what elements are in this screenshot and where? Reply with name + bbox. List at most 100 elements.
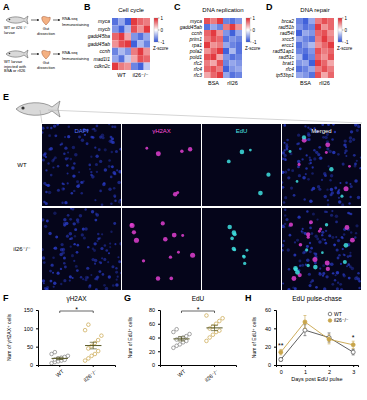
speckle xyxy=(53,286,55,288)
figure: AWT or il26⁻/⁻larvaeGutdissectionRNA-seq… xyxy=(0,0,367,400)
point xyxy=(221,316,225,320)
cell xyxy=(210,24,216,30)
micrograph xyxy=(282,208,361,290)
cell xyxy=(321,60,327,66)
speckle xyxy=(110,176,113,179)
speckle xyxy=(48,134,51,137)
speckle xyxy=(67,135,70,138)
row-label: cdkn2c xyxy=(94,63,110,69)
speckle xyxy=(337,153,340,156)
schematic-text: Gutdissection xyxy=(37,26,55,36)
row-label: mycb xyxy=(98,26,110,32)
cell xyxy=(321,18,327,24)
speckle xyxy=(338,200,341,203)
speckle xyxy=(357,272,360,275)
tick-label: 20 xyxy=(149,349,155,355)
speckle xyxy=(283,124,286,127)
speckle xyxy=(349,140,352,143)
cell xyxy=(315,48,321,54)
speckle xyxy=(313,149,315,151)
tick: 60 xyxy=(149,321,160,327)
speckle xyxy=(340,263,342,265)
speckle xyxy=(327,203,330,206)
speckle xyxy=(318,188,321,191)
speckle xyxy=(331,236,334,239)
cell xyxy=(296,30,302,36)
speckle xyxy=(52,256,55,259)
speckle xyxy=(54,134,57,137)
speckle xyxy=(348,202,350,204)
speckle xyxy=(108,159,111,162)
cell xyxy=(302,72,308,78)
error-bar xyxy=(303,316,306,329)
speckle xyxy=(315,151,318,154)
speckle xyxy=(119,242,121,245)
panel-label: F xyxy=(3,293,9,303)
speckle xyxy=(113,194,116,197)
speckle xyxy=(99,160,102,163)
speckle xyxy=(336,271,340,275)
cell xyxy=(328,24,334,30)
mean-line xyxy=(52,358,68,359)
speckle xyxy=(334,274,336,276)
cell xyxy=(315,42,321,48)
speckle xyxy=(314,253,317,256)
speckle xyxy=(110,139,112,141)
plot-area xyxy=(172,314,225,350)
speckle xyxy=(312,166,314,168)
cell xyxy=(328,66,334,72)
speckle xyxy=(108,124,110,125)
speckle xyxy=(330,262,334,266)
legend-marker xyxy=(328,319,332,323)
tick-label: 80 xyxy=(149,307,155,313)
speckle xyxy=(328,165,330,167)
speckle xyxy=(70,246,72,248)
error-bar xyxy=(279,349,282,355)
fish-icon xyxy=(6,16,28,24)
point xyxy=(303,328,307,332)
speckle xyxy=(109,246,111,248)
speckle xyxy=(358,287,360,289)
significance-label: * xyxy=(352,334,355,341)
error-bar xyxy=(56,357,63,359)
cell xyxy=(204,66,210,72)
cell xyxy=(210,42,216,48)
tick-mark xyxy=(158,324,160,325)
cell xyxy=(302,60,308,66)
speckle xyxy=(282,171,284,174)
cell xyxy=(309,30,315,36)
speckle xyxy=(94,146,96,148)
speckle xyxy=(321,234,323,236)
speckle xyxy=(61,243,64,246)
tick-mark xyxy=(158,351,160,352)
speckle xyxy=(306,264,309,267)
speckle xyxy=(67,151,69,153)
point xyxy=(93,352,97,356)
speckle xyxy=(50,280,53,283)
speckle xyxy=(44,225,47,228)
speckle xyxy=(284,223,286,225)
speckle xyxy=(73,243,75,245)
cell xyxy=(144,48,150,55)
speckle xyxy=(103,284,106,287)
speckle xyxy=(119,148,121,151)
speckle xyxy=(46,286,49,289)
speckle xyxy=(42,159,45,162)
cell xyxy=(236,60,242,66)
speckle xyxy=(76,218,80,222)
point xyxy=(279,350,283,354)
speckle xyxy=(113,187,116,190)
chart-title: γH2AX xyxy=(66,295,87,303)
speckle xyxy=(299,147,302,150)
speckle xyxy=(45,156,47,158)
speckle xyxy=(67,157,69,159)
speckle xyxy=(325,151,328,154)
speckle xyxy=(334,131,336,133)
speckle xyxy=(340,288,343,290)
speckle xyxy=(104,148,107,151)
tick-mark xyxy=(36,347,38,348)
panel-label: C xyxy=(174,2,181,12)
heatmap-panel: BCell cyclemycamycbgadd45bagadd45abccnhm… xyxy=(84,2,169,78)
speckle xyxy=(102,136,105,139)
speckle xyxy=(328,150,331,153)
